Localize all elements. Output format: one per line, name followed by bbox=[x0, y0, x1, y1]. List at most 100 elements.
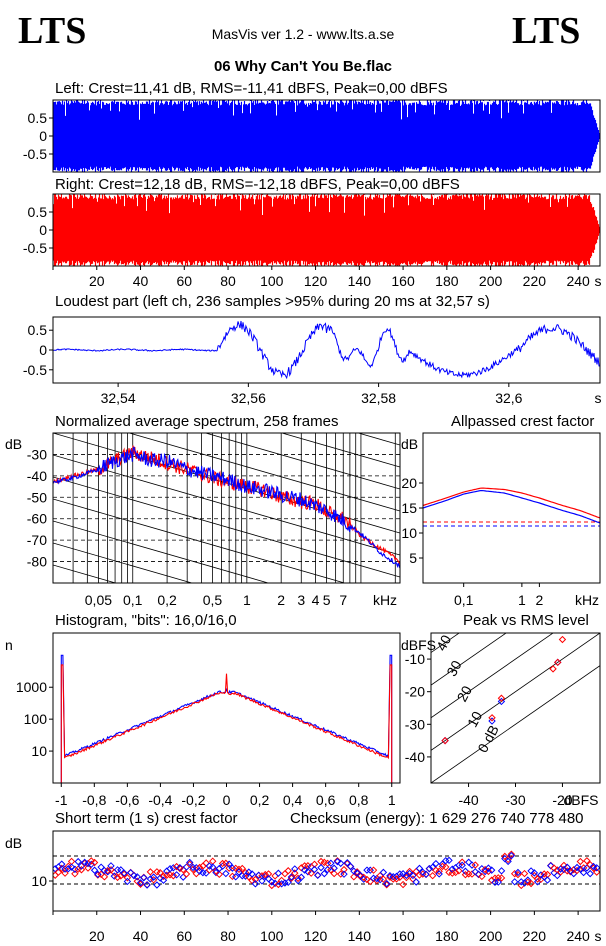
x-tick-label: 7 bbox=[339, 592, 347, 608]
shortcrest-right-point bbox=[586, 860, 594, 869]
shortcrest-left-point bbox=[487, 866, 496, 874]
x-tick-label: 3 bbox=[297, 592, 305, 608]
x-tick-label: 240 bbox=[566, 928, 590, 944]
shortcrest-right-point bbox=[205, 866, 214, 874]
shortcrest-right-point bbox=[182, 870, 191, 878]
histogram-left-trace bbox=[60, 654, 393, 783]
shortcrest-right-point bbox=[471, 861, 479, 869]
y-tick-label: 0 bbox=[39, 128, 47, 144]
x-tick-label: 1 bbox=[518, 592, 526, 608]
shortcrest-right-point bbox=[530, 871, 539, 880]
shortcrest-left-point bbox=[258, 877, 266, 885]
shortcrest-left-point bbox=[382, 879, 391, 888]
peakrms-x-label: dBFS bbox=[563, 792, 598, 808]
x-tick-label: 180 bbox=[435, 273, 459, 289]
shortcrest-left-point bbox=[330, 864, 338, 872]
shortcrest-left-point bbox=[235, 868, 243, 876]
shortcrest-right-point bbox=[481, 865, 489, 874]
x-tick-label: 4 bbox=[312, 592, 320, 608]
shortcrest-left-point bbox=[195, 867, 204, 875]
y-tick-label: 20 bbox=[401, 475, 417, 491]
shortcrest-right-point bbox=[87, 857, 95, 865]
y-tick-label: -20 bbox=[405, 684, 425, 700]
right-channel-title: Right: Crest=12,18 dB, RMS=-12,18 dBFS, … bbox=[55, 176, 460, 193]
shortcrest-left-point bbox=[340, 870, 348, 878]
checksum-label: Checksum (energy): 1 629 276 740 778 480 bbox=[290, 810, 584, 827]
y-tick-label: 0.5 bbox=[28, 110, 48, 126]
shortcrest-right-point bbox=[576, 857, 585, 866]
shortcrest-right-point bbox=[497, 874, 506, 882]
shortcrest-left-point bbox=[376, 875, 384, 884]
shortcrest-left-point bbox=[251, 880, 260, 888]
x-tick-label: 220 bbox=[523, 928, 547, 944]
shortcrest-right-point bbox=[297, 864, 306, 872]
shortcrest-left-point bbox=[169, 864, 178, 872]
shortcrest-right-point bbox=[307, 869, 315, 877]
peakrms-right-point bbox=[585, 633, 587, 634]
x-tick-label: -1 bbox=[55, 792, 68, 808]
peakrms-right-point bbox=[576, 633, 577, 634]
shortcrest-left-point bbox=[67, 863, 76, 871]
shortcrest-left-point bbox=[205, 862, 214, 870]
peakrms-right-point bbox=[590, 633, 592, 634]
shortcrest-left-point bbox=[445, 856, 453, 865]
shortcrest-left-point bbox=[176, 864, 184, 872]
shortcrest-right-point bbox=[281, 870, 289, 878]
spectrum-slope-line bbox=[53, 323, 400, 423]
x-unit-label: kHz bbox=[373, 592, 397, 608]
shortcrest-left-point bbox=[514, 868, 522, 877]
shortcrest-left-point bbox=[543, 876, 552, 884]
shortcrest-left-point bbox=[337, 859, 345, 868]
shortcrest-left-point bbox=[573, 863, 581, 872]
shortcrest-right-point bbox=[353, 868, 361, 876]
shortcrest-right-point bbox=[100, 873, 109, 881]
shortcrest-right-point bbox=[330, 869, 338, 878]
shortcrest-right-point bbox=[90, 858, 99, 867]
shortcrest-right-point bbox=[202, 859, 210, 867]
spectrum-slope-line bbox=[204, 433, 400, 490]
shortcrest-left-point bbox=[412, 878, 420, 886]
shortcrest-left-point bbox=[222, 869, 230, 878]
shortcrest-left-point bbox=[432, 859, 440, 868]
y-tick-label: -0.5 bbox=[23, 240, 47, 256]
spectrum-frame bbox=[52, 432, 401, 584]
shortcrest-left-point bbox=[133, 873, 141, 881]
shortcrest-left-point bbox=[153, 881, 161, 889]
x-tick-label: 160 bbox=[391, 928, 415, 944]
waveform-group-1 bbox=[53, 194, 600, 266]
y-tick-label: -80 bbox=[27, 554, 47, 570]
x-tick-label: 80 bbox=[220, 273, 236, 289]
shortcrest-right-point bbox=[284, 867, 292, 875]
shortcrest-left-point bbox=[507, 851, 516, 860]
y-tick-label: -10 bbox=[405, 651, 425, 667]
app-title: MasVis ver 1.2 - www.lts.a.se bbox=[211, 26, 395, 42]
shortcrest-right-point bbox=[350, 873, 358, 881]
shortcrest-right-point bbox=[77, 866, 86, 874]
shortcrest-left-point bbox=[310, 865, 319, 874]
peakrms-right-point bbox=[497, 694, 506, 702]
shortcrest-left-point bbox=[399, 870, 407, 878]
x-tick-label: 0,05 bbox=[85, 592, 112, 608]
shortcrest-left-point bbox=[314, 871, 322, 880]
y-tick-label: -40 bbox=[405, 749, 425, 765]
shortcrest-right-point bbox=[195, 863, 204, 872]
peakrms-left-point bbox=[590, 633, 592, 634]
shortcrest-right-point bbox=[405, 867, 414, 876]
shortcrest-left-point bbox=[343, 859, 351, 867]
shortcrest-left-point bbox=[442, 856, 450, 865]
shortcrest-left-point bbox=[579, 868, 588, 877]
shortcrest-left-point bbox=[356, 871, 365, 880]
crest-group bbox=[423, 487, 600, 527]
shortcrest-left-point bbox=[537, 871, 545, 879]
short-term-crest-title: Short term (1 s) crest factor bbox=[55, 810, 238, 827]
x-tick-label: 0,4 bbox=[283, 792, 303, 808]
shortcrest-left-point bbox=[300, 866, 309, 874]
crest-diagonal-label: 40 bbox=[433, 632, 455, 653]
shortcrest-frame bbox=[52, 830, 601, 912]
shortcrest-left-point bbox=[179, 873, 187, 881]
x-tick-label: 100 bbox=[260, 928, 284, 944]
y-tick-label: -0.5 bbox=[23, 146, 47, 162]
peakrms-right-point bbox=[554, 658, 562, 667]
shortcrest-right-point bbox=[225, 864, 233, 872]
x-tick-label: 160 bbox=[391, 273, 415, 289]
